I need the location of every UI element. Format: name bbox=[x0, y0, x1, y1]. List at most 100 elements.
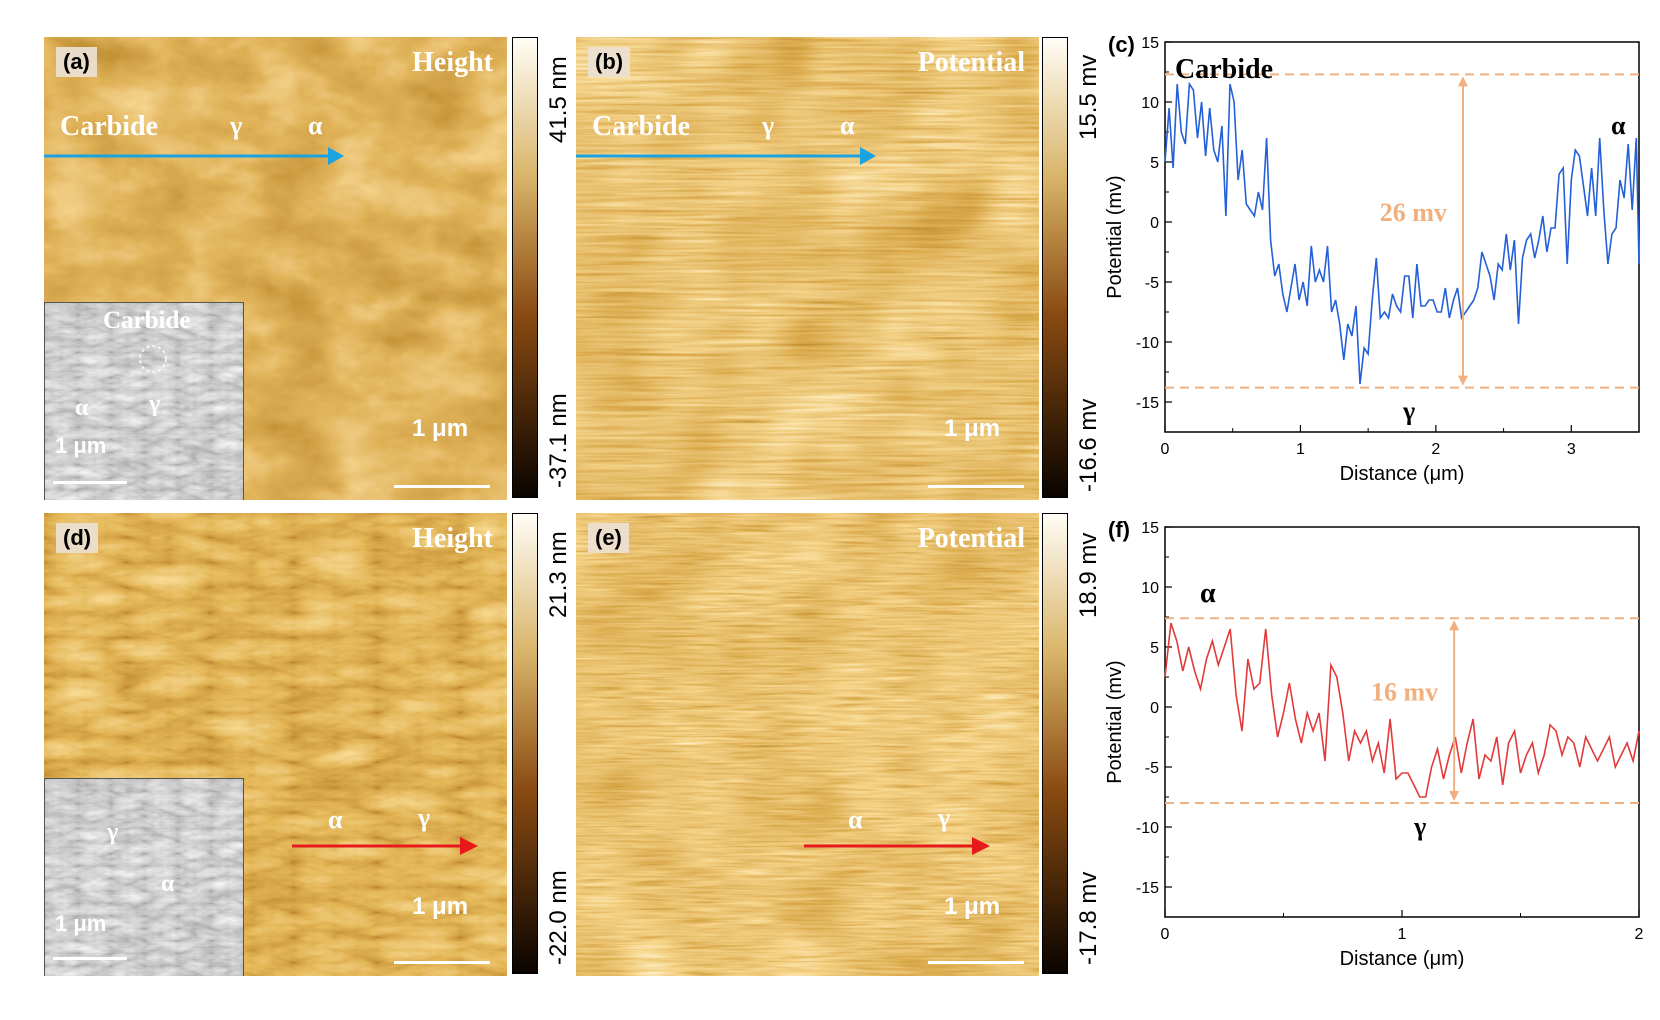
inset-scale-label: 1 μm bbox=[55, 433, 107, 458]
scale-bar bbox=[394, 961, 490, 964]
colorbar-a-min: -37.1 nm bbox=[545, 393, 572, 488]
potential-series-line bbox=[1164, 81, 1640, 385]
colorbar-d-min: -22.0 nm bbox=[545, 870, 572, 965]
x-axis-label: Distance (μm) bbox=[1340, 463, 1465, 485]
scale-label: 1 μm bbox=[944, 415, 1001, 442]
scale-bar bbox=[394, 485, 490, 488]
line-label-carbide: Carbide bbox=[592, 111, 690, 142]
inset-scale-bar bbox=[53, 957, 127, 960]
panel-label: (b) bbox=[588, 47, 631, 77]
scale-bar bbox=[928, 961, 1024, 964]
potential-map-image bbox=[576, 513, 1039, 976]
panel-label: (c) bbox=[1108, 32, 1135, 57]
x-tick-label: 2 bbox=[1635, 926, 1644, 943]
panel-a-height-map: (a) Height Carbide γ α Carbide α γ 1 μm … bbox=[44, 37, 507, 500]
y-tick-label: -15 bbox=[1136, 395, 1159, 412]
y-tick-label: 0 bbox=[1150, 215, 1159, 232]
difference-label: 26 mv bbox=[1380, 198, 1447, 227]
y-tick-label: 0 bbox=[1150, 700, 1159, 717]
inset-label-alpha: α bbox=[161, 871, 175, 897]
inset-scale-bar bbox=[53, 481, 127, 484]
y-tick-label: -5 bbox=[1145, 275, 1159, 292]
colorbar-d bbox=[512, 513, 538, 974]
panel-label: (d) bbox=[56, 523, 99, 553]
colorbar-b bbox=[1042, 37, 1068, 498]
x-axis-label: Distance (μm) bbox=[1340, 948, 1465, 970]
y-tick-label: -10 bbox=[1136, 335, 1159, 352]
panel-label: (f) bbox=[1108, 517, 1130, 542]
y-tick-label: 10 bbox=[1141, 95, 1159, 112]
colorbar-e-max: 18.9 mv bbox=[1075, 532, 1102, 618]
difference-arrow-head-bottom bbox=[1457, 375, 1468, 386]
annotation-top-left: α bbox=[1200, 578, 1216, 609]
y-axis-label: Potential (mv) bbox=[1104, 660, 1126, 783]
sem-inset: Carbide α γ 1 μm bbox=[44, 302, 244, 500]
inset-scale-label: 1 μm bbox=[55, 911, 107, 936]
x-tick-label: 1 bbox=[1398, 926, 1407, 943]
inset-title: Carbide bbox=[103, 307, 191, 334]
annotation-bottom: γ bbox=[1413, 812, 1426, 841]
colorbar-d-max: 21.3 nm bbox=[545, 531, 572, 618]
x-tick-label: 0 bbox=[1161, 926, 1170, 943]
sem-inset-image bbox=[45, 779, 243, 976]
plot-frame bbox=[1164, 526, 1640, 918]
colorbar-a bbox=[512, 37, 538, 498]
scale-bar bbox=[928, 485, 1024, 488]
annotation-bottom: γ bbox=[1402, 397, 1415, 426]
profile-arrow bbox=[292, 837, 478, 855]
line-label-carbide: Carbide bbox=[60, 111, 158, 142]
y-tick-label: 5 bbox=[1150, 155, 1159, 172]
colorbar-a-max: 41.5 nm bbox=[545, 56, 572, 143]
potential-map-image bbox=[576, 37, 1039, 500]
y-tick-label: 10 bbox=[1141, 580, 1159, 597]
inset-label-alpha: α bbox=[75, 395, 89, 421]
colorbar-e-min: -17.8 mv bbox=[1075, 871, 1102, 965]
line-label-gamma: γ bbox=[762, 111, 775, 140]
panel-e-potential-map: (e) Potential α γ 1 μm bbox=[576, 513, 1039, 976]
panel-title: Potential bbox=[917, 523, 1025, 554]
line-label-alpha: α bbox=[840, 111, 855, 140]
line-label-gamma: γ bbox=[418, 803, 431, 832]
annotation-top-left: Carbide bbox=[1175, 54, 1273, 85]
panel-title: Height bbox=[412, 47, 493, 78]
y-axis-label: Potential (mv) bbox=[1104, 175, 1126, 298]
line-label-gamma: γ bbox=[230, 111, 243, 140]
potential-profile-chart-c: 15 10 5 0 -5 -10 -15 0 1 2 3 Distance (μm) Potential… bbox=[1104, 32, 1640, 485]
x-tick-label: 0 bbox=[1161, 441, 1170, 458]
y-tick-label: -10 bbox=[1136, 820, 1159, 837]
difference-arrow-head-top bbox=[1449, 620, 1460, 631]
x-tick-label: 3 bbox=[1567, 441, 1576, 458]
panel-label: (e) bbox=[588, 523, 629, 553]
colorbar-b-min: -16.6 mv bbox=[1075, 398, 1102, 492]
annotation-right: α bbox=[1611, 111, 1626, 140]
difference-arrow-head-bottom bbox=[1449, 791, 1460, 801]
y-tick-label: -15 bbox=[1136, 880, 1159, 897]
colorbar-b-max: 15.5 mv bbox=[1075, 54, 1102, 140]
colorbar-e bbox=[1042, 513, 1068, 974]
inset-label-gamma: γ bbox=[149, 391, 161, 417]
profile-arrow bbox=[44, 147, 344, 165]
line-label-alpha: α bbox=[308, 111, 323, 140]
y-tick-label: 5 bbox=[1150, 640, 1159, 657]
inset-label-gamma: γ bbox=[107, 819, 119, 845]
scale-label: 1 μm bbox=[412, 893, 469, 920]
y-tick-label: 15 bbox=[1141, 35, 1159, 52]
line-label-alpha: α bbox=[328, 805, 343, 834]
potential-series-line bbox=[1164, 622, 1640, 798]
line-label-alpha: α bbox=[848, 805, 863, 834]
y-tick-label: -5 bbox=[1145, 760, 1159, 777]
profile-arrow bbox=[804, 837, 990, 855]
difference-label: 16 mv bbox=[1371, 678, 1438, 707]
profile-arrow bbox=[576, 147, 876, 165]
y-tick-label: 15 bbox=[1141, 520, 1159, 537]
sem-inset-image bbox=[45, 303, 243, 500]
scale-label: 1 μm bbox=[412, 415, 469, 442]
x-tick-label: 1 bbox=[1296, 441, 1305, 458]
difference-arrow-head-top bbox=[1457, 76, 1468, 87]
panel-title: Height bbox=[412, 523, 493, 554]
line-label-gamma: γ bbox=[938, 803, 951, 832]
panel-b-potential-map: (b) Potential Carbide γ α 1 μm bbox=[576, 37, 1039, 500]
panel-title: Potential bbox=[917, 47, 1025, 78]
x-tick-label: 2 bbox=[1431, 441, 1440, 458]
sem-inset: γ α 1 μm bbox=[44, 778, 244, 976]
